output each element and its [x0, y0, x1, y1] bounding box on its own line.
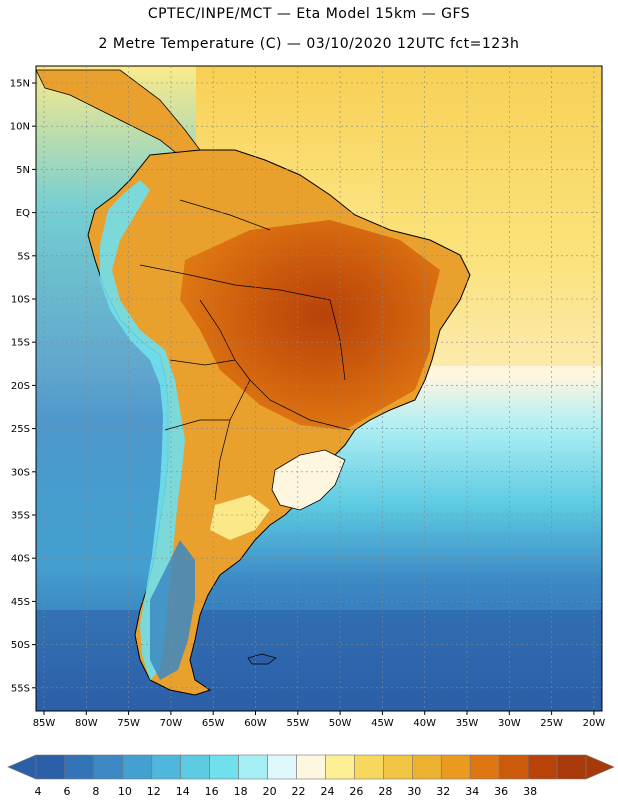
title-line-2: 2 Metre Temperature (C) — 03/10/2020 12U… [98, 36, 520, 52]
colorbar-swatch [296, 754, 326, 780]
colorbar-label: 32 [436, 785, 450, 798]
color-scale-bar: 4 6 8 10 12 14 16 18 20 22 24 26 28 30 32 34 36 38 [7, 754, 615, 798]
lon-label: 55W [286, 718, 309, 729]
lon-label: 35W [456, 718, 479, 729]
colorbar-swatch [354, 754, 384, 780]
colorbar-swatch [180, 754, 210, 780]
colorbar-label: 18 [234, 785, 248, 798]
colorbar-swatch [93, 754, 124, 780]
colorbar-swatch [64, 754, 95, 780]
colorbar-swatch [469, 754, 500, 780]
longitude-labels: 85W 80W 75W 70W 65W 60W 55W 50W 45W 40W 35W 30W 25W 2… [33, 711, 606, 729]
lat-label: 15N [10, 79, 30, 90]
lat-label: 35S [11, 511, 30, 522]
lat-label: 30S [11, 467, 30, 478]
lon-label: 50W [329, 718, 352, 729]
falkland-islands [247, 653, 277, 665]
lon-label: 65W [202, 718, 225, 729]
graticule [36, 66, 602, 711]
lon-label: 45W [371, 718, 394, 729]
pampas-mild-region [210, 495, 270, 540]
map-frame [35, 65, 603, 712]
colorbar-label: 8 [92, 785, 99, 798]
latitude-labels: 15N 10N 5N EQ 5S 10S 15S 20S 25S 30S 35S 40S 45S 50S 5… [10, 79, 36, 694]
map-area [36, 66, 602, 711]
uruguay-mild-region [271, 449, 346, 511]
colorbar-label: 34 [465, 785, 479, 798]
lon-label: 75W [117, 718, 140, 729]
colorbar-label: 24 [320, 785, 334, 798]
colorbar-swatch [267, 754, 297, 780]
colorbar-label: 4 [35, 785, 42, 798]
colorbar-swatch [412, 754, 442, 780]
colorbar-swatch [238, 754, 268, 780]
country-borders [139, 199, 351, 501]
colorbar-label: 14 [176, 785, 190, 798]
lon-label: 25W [540, 718, 563, 729]
lat-label: 15S [11, 338, 30, 349]
patagonia-cold-region [150, 540, 195, 680]
colorbar-label: 12 [147, 785, 161, 798]
colorbar-left-arrow [7, 754, 37, 780]
colorbar-label: 38 [523, 785, 537, 798]
colorbar-label: 26 [349, 785, 363, 798]
lat-label: EQ [16, 208, 30, 219]
colorbar-label: 28 [378, 785, 392, 798]
colorbar-swatch [556, 754, 587, 780]
lon-label: 60W [244, 718, 267, 729]
colorbar-swatch [383, 754, 413, 780]
colorbar-swatch [35, 754, 66, 780]
southern-ocean-band [36, 610, 602, 711]
colorbar-swatch [527, 754, 558, 780]
colorbar-right-arrow [585, 754, 615, 780]
lat-label: 10S [11, 295, 30, 306]
lat-label: 5S [17, 251, 30, 262]
colorbar-swatch [498, 754, 529, 780]
lon-label: 20W [583, 718, 606, 729]
colorbar-label: 30 [407, 785, 421, 798]
lat-label: 50S [11, 640, 30, 651]
lon-label: 80W [75, 718, 98, 729]
lat-label: 5N [16, 165, 30, 176]
colorbar-label: 16 [205, 785, 219, 798]
colorbar-swatch [151, 754, 182, 780]
central-america-land [36, 69, 201, 161]
colorbar-label: 6 [63, 785, 70, 798]
lat-label: 45S [11, 597, 30, 608]
hot-interior-region [180, 220, 440, 430]
lon-label: 70W [160, 718, 183, 729]
andes-cool-strip [100, 180, 185, 680]
lat-label: 55S [11, 683, 30, 694]
colorbar-swatch [122, 754, 153, 780]
colorbar-label: 10 [118, 785, 132, 798]
lat-label: 40S [11, 554, 30, 565]
colorbar-swatch [325, 754, 355, 780]
colorbar-label: 22 [292, 785, 306, 798]
lon-label: 30W [498, 718, 521, 729]
lon-label: 85W [33, 718, 56, 729]
lat-label: 20S [11, 381, 30, 392]
lat-label: 25S [11, 424, 30, 435]
colorbar-swatch [209, 754, 239, 780]
colorbar-label: 36 [494, 785, 508, 798]
title-line-1: CPTEC/INPE/MCT — Eta Model 15km — GFS [147, 6, 471, 22]
lat-label: 10N [10, 122, 30, 133]
colorbar-label: 20 [263, 785, 277, 798]
colorbar-swatch [440, 754, 471, 780]
lon-label: 40W [413, 718, 436, 729]
